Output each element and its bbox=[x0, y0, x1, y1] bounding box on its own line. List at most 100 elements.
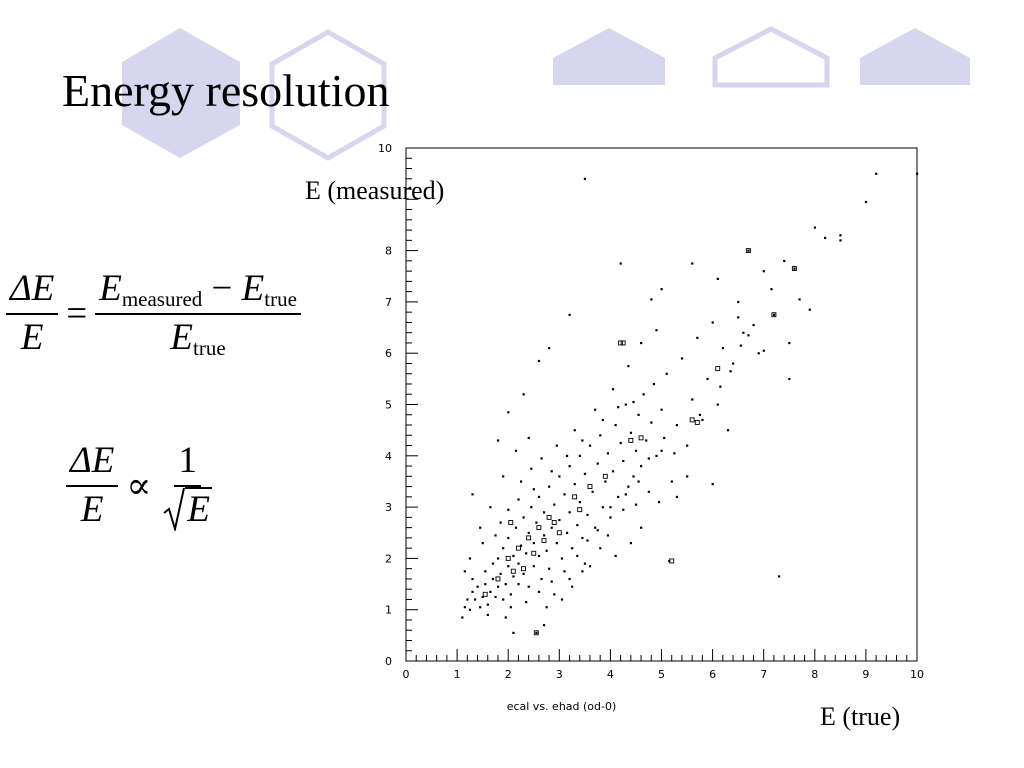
data-point bbox=[617, 406, 620, 409]
data-point bbox=[611, 470, 615, 473]
data-point bbox=[568, 577, 571, 581]
y-tick-label: 6 bbox=[385, 347, 392, 360]
data-point bbox=[611, 388, 615, 391]
data-point bbox=[624, 403, 627, 406]
y-tick-label: 4 bbox=[385, 450, 392, 463]
data-point bbox=[525, 601, 528, 604]
proportional-sign: ∝ bbox=[126, 465, 152, 507]
data-point-box bbox=[669, 558, 675, 564]
data-point bbox=[675, 495, 679, 499]
data-point bbox=[599, 547, 602, 550]
data-point bbox=[711, 483, 714, 486]
data-point bbox=[568, 313, 571, 316]
data-point bbox=[530, 506, 533, 509]
data-point bbox=[614, 424, 617, 427]
x-axis-caption: E (true) bbox=[820, 702, 901, 731]
data-point-box bbox=[536, 525, 542, 531]
data-point bbox=[532, 565, 535, 568]
data-point bbox=[512, 631, 515, 634]
header-decoration bbox=[122, 26, 970, 161]
data-point bbox=[489, 590, 492, 593]
data-point bbox=[519, 544, 523, 547]
data-point bbox=[716, 277, 719, 281]
data-point bbox=[527, 436, 530, 440]
data-point bbox=[686, 444, 689, 447]
chart-title: ecal vs. ehad (od-0) bbox=[507, 700, 617, 713]
data-point bbox=[798, 298, 801, 301]
data-point-box bbox=[715, 366, 721, 372]
y-tick-label: 3 bbox=[385, 501, 392, 514]
data-point bbox=[479, 606, 482, 609]
data-point bbox=[916, 172, 919, 175]
data-point bbox=[652, 382, 656, 386]
data-point bbox=[560, 557, 564, 560]
data-point-box bbox=[694, 420, 700, 425]
data-point bbox=[507, 536, 510, 540]
data-point bbox=[550, 526, 553, 529]
y-tick-label: 1 bbox=[385, 604, 392, 617]
data-point bbox=[864, 200, 868, 204]
data-point bbox=[726, 429, 730, 432]
data-point bbox=[548, 567, 551, 570]
data-point bbox=[491, 577, 495, 581]
data-point bbox=[675, 424, 679, 427]
data-point bbox=[622, 459, 625, 463]
data-point bbox=[468, 557, 472, 560]
slide-title: Energy resolution bbox=[62, 65, 390, 116]
data-point bbox=[537, 590, 541, 593]
data-point bbox=[680, 357, 684, 360]
data-point bbox=[499, 572, 502, 575]
data-point-box bbox=[508, 520, 514, 525]
data-point bbox=[502, 475, 505, 478]
data-point bbox=[509, 606, 512, 609]
scaling-equation: ΔE E ∝ 1 E bbox=[66, 440, 216, 531]
data-point bbox=[581, 439, 584, 442]
data-point bbox=[594, 408, 597, 411]
data-point bbox=[491, 562, 495, 565]
data-point bbox=[757, 352, 760, 355]
data-point bbox=[640, 526, 643, 529]
data-point bbox=[461, 616, 464, 619]
data-point bbox=[747, 334, 750, 337]
data-point bbox=[660, 408, 663, 411]
data-point bbox=[525, 552, 528, 555]
data-point bbox=[504, 616, 507, 619]
data-point bbox=[591, 490, 594, 493]
data-point bbox=[762, 270, 765, 273]
data-point bbox=[650, 298, 653, 301]
data-point bbox=[540, 577, 543, 581]
scaling-rhs-numerator: 1 bbox=[174, 440, 201, 487]
data-point bbox=[614, 554, 617, 558]
data-point bbox=[568, 465, 571, 468]
data-point-box bbox=[689, 417, 695, 423]
data-point bbox=[479, 526, 482, 529]
data-point bbox=[629, 431, 633, 434]
data-point bbox=[601, 418, 604, 422]
data-point bbox=[522, 572, 525, 575]
plot-frame bbox=[405, 147, 918, 662]
y-tick-label: 5 bbox=[385, 399, 392, 412]
data-point bbox=[519, 480, 523, 483]
data-point bbox=[606, 534, 610, 537]
data-point bbox=[473, 598, 477, 601]
y-tick-label: 8 bbox=[385, 245, 392, 258]
lhs-numerator: ΔE bbox=[6, 268, 59, 315]
data-point bbox=[617, 495, 620, 499]
data-point bbox=[548, 485, 551, 488]
data-point bbox=[471, 577, 474, 581]
data-point bbox=[647, 490, 650, 493]
data-point bbox=[747, 249, 750, 252]
data-point-box bbox=[577, 507, 583, 513]
data-point bbox=[732, 362, 735, 365]
data-point bbox=[563, 493, 566, 496]
data-point bbox=[532, 542, 535, 545]
data-point bbox=[555, 542, 558, 545]
equals-sign: = bbox=[66, 293, 88, 335]
data-point bbox=[609, 516, 612, 519]
data-point bbox=[530, 467, 533, 470]
data-point-box bbox=[510, 568, 516, 574]
data-point bbox=[563, 570, 566, 573]
data-point bbox=[640, 465, 643, 468]
data-point bbox=[839, 234, 842, 237]
